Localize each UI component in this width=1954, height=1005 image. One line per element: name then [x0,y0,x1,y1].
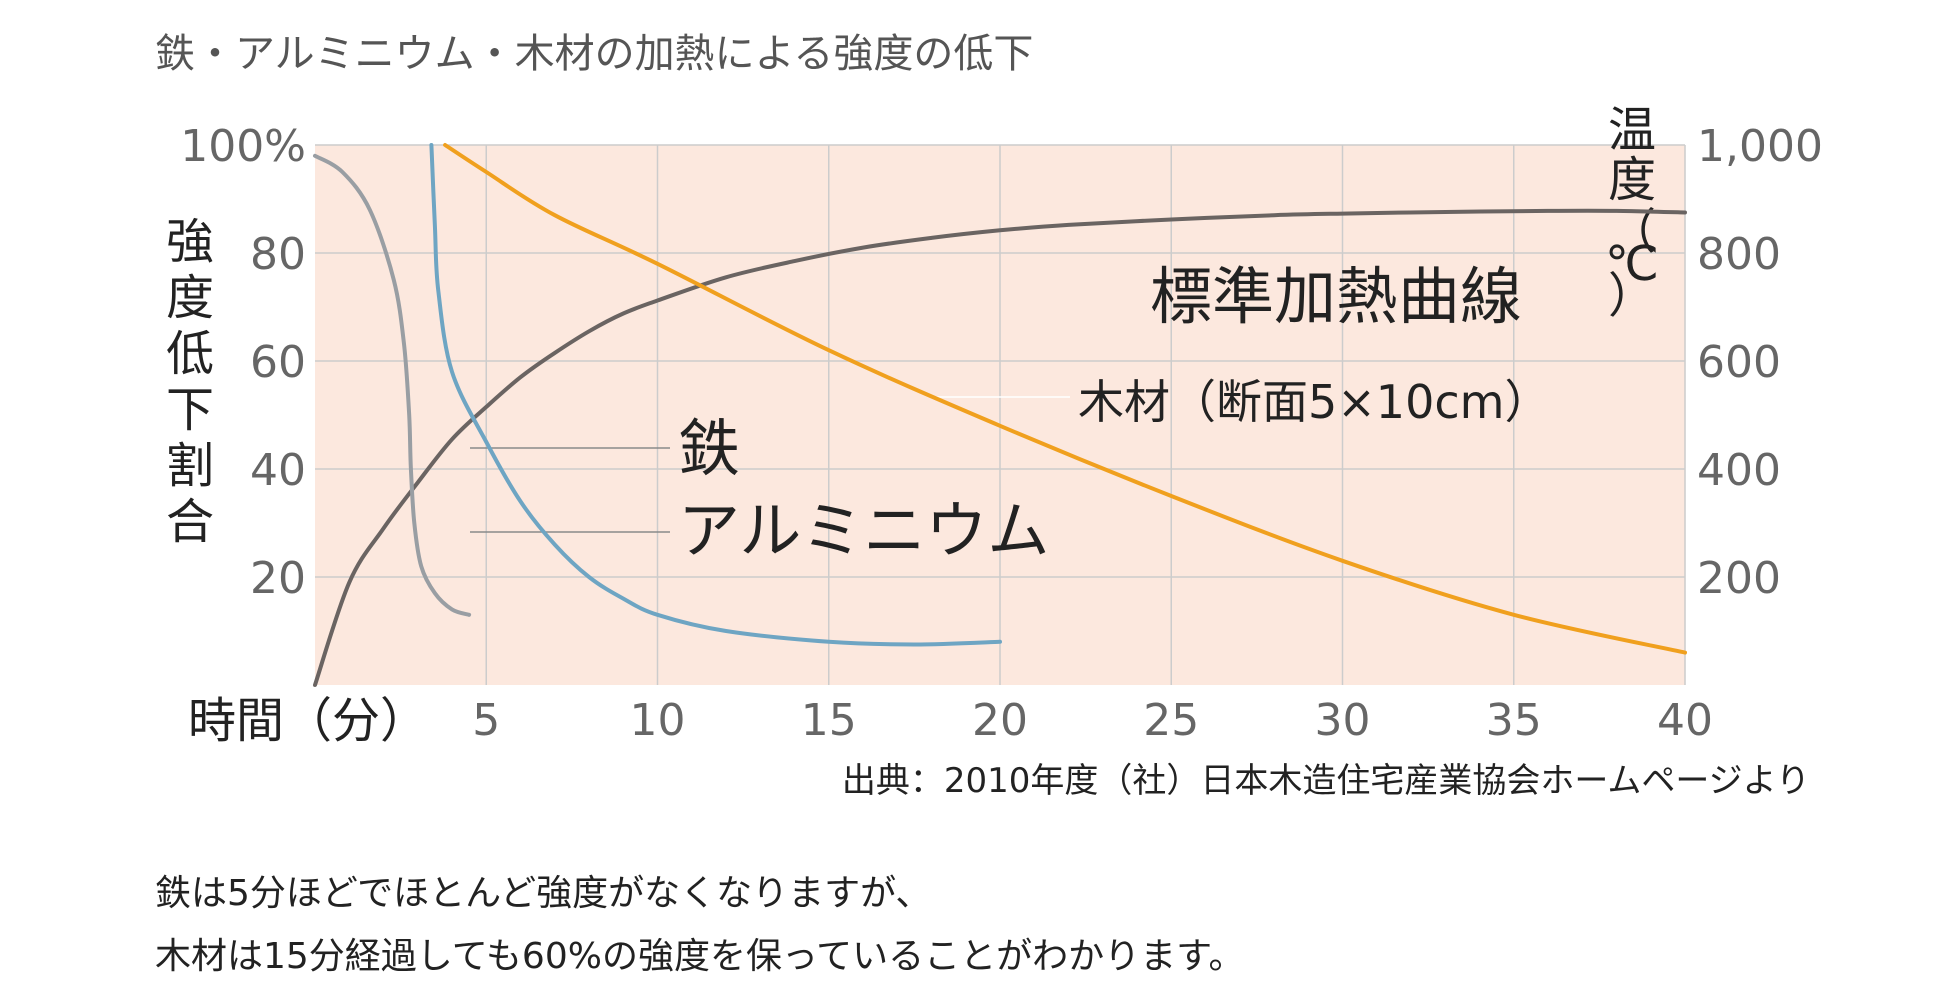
y-axis-left-label-char: 合 [166,494,214,550]
y-axis-right-label: 温度（℃） [1605,102,1659,324]
y-left-tick-label: 60 [250,337,306,388]
source-note: 出典：2010年度（社）日本木造住宅産業協会ホームページより [842,761,1810,801]
caption-line-1: 鉄は5分ほどでほとんど強度がなくなりますが、 [155,873,931,914]
annotation-aluminum: アルミニウム [678,494,1049,567]
series-line-standard-heating-curve [313,208,1687,687]
series-line-wood [443,143,1687,655]
x-tick-label: 30 [1315,695,1371,746]
y-axis-left-label-char: 下 [166,382,214,438]
tick-labels: 5 10 15 20 25 30 35 40 100% 80 60 40 20 1,000 800 600 40… [180,121,1823,746]
x-axis-label: 時間（分） [188,693,428,749]
x-tick-label: 10 [630,695,686,746]
series-line-iron [313,153,472,617]
y-right-tick-label: 200 [1697,553,1781,604]
y-axis-right-label-char: 度 [1608,152,1656,208]
y-axis-left-label-char: 強 [166,214,214,270]
x-tick-label: 5 [472,695,500,746]
y-axis-left-label-char: 割 [166,438,214,494]
series-line-aluminum [429,143,1002,647]
y-left-tick-label: 100% [180,121,306,172]
y-axis-left-label-char: 度 [166,270,214,326]
y-left-tick-label: 80 [250,229,306,280]
y-right-tick-label: 1,000 [1697,121,1823,172]
series-lines [313,143,1687,687]
caption-line-2: 木材は15分経過しても60%の強度を保っていることがわかります。 [155,936,1245,977]
y-right-tick-label: 600 [1697,337,1781,388]
series-label-wood: 木材（断面5×10cm） [1078,375,1550,429]
x-tick-label: 40 [1657,695,1713,746]
x-tick-label: 15 [801,695,857,746]
y-right-tick-label: 800 [1697,229,1781,280]
annotation-iron: 鉄 [678,412,740,485]
series-label-standard-heating-curve: 標準加熱曲線 [1150,260,1522,333]
x-tick-label: 25 [1143,695,1199,746]
y-axis-left-label-char: 低 [166,326,214,382]
y-right-tick-label: 400 [1697,445,1781,496]
chart-title: 鉄・アルミニウム・木材の加熱による強度の低下 [155,31,1033,77]
y-left-tick-label: 20 [250,553,306,604]
x-tick-label: 20 [972,695,1028,746]
y-axis-right-label-char: 温 [1608,102,1656,158]
y-axis-right-label-char: ℃ [1605,236,1659,292]
x-tick-label: 35 [1486,695,1542,746]
y-left-tick-label: 40 [250,445,306,496]
y-axis-right-label-char: ） [1608,268,1656,324]
